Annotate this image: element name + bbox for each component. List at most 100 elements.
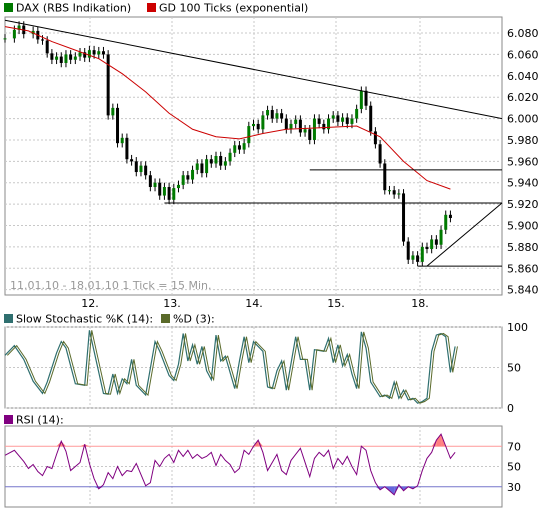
rsi-overbought-fill [61, 441, 66, 447]
candle-body [78, 52, 82, 57]
candle-body [289, 123, 293, 130]
candle-body [139, 165, 143, 173]
y-tick-label: 6.020 [507, 91, 539, 104]
candle-body [158, 182, 162, 196]
candle-body [350, 118, 354, 124]
candle-body [106, 54, 110, 116]
candle-body [50, 53, 54, 60]
legend-k: Slow Stochastic %K (14): [16, 313, 153, 326]
candle-body [280, 113, 284, 119]
candle-body [17, 25, 21, 30]
candle-body [416, 255, 420, 262]
candle-body [256, 123, 260, 130]
candle-body [148, 175, 152, 188]
candle-body [64, 54, 68, 63]
candle-body [448, 214, 452, 219]
y-tick-label: 0 [507, 402, 514, 415]
rsi-overbought-fill [80, 444, 85, 447]
candle-body [420, 246, 424, 262]
candle-body [378, 144, 382, 164]
candle-body [439, 229, 443, 245]
candle-body [209, 159, 213, 164]
candle-body [294, 119, 298, 124]
candle-body [373, 131, 377, 145]
y-tick-label: 5.880 [507, 241, 539, 254]
candle-body [312, 118, 316, 140]
candle-body [3, 38, 7, 40]
candle-body [308, 129, 312, 140]
y-tick-label: 5.960 [507, 155, 539, 168]
y-tick-label: 100 [507, 321, 528, 334]
x-tick-label: 18. [411, 297, 429, 310]
candle-body [130, 159, 134, 162]
candle-body [125, 137, 129, 160]
legend-swatch-ema [147, 3, 156, 12]
price-legend: DAX (RBS Indikation) GD 100 Ticks (expon… [4, 2, 308, 15]
candle-body [322, 123, 326, 130]
rsi-overbought-fill [436, 434, 442, 447]
candle-body [83, 52, 87, 58]
candle-body [261, 115, 265, 130]
x-tick-label: 12. [81, 297, 99, 310]
legend-swatch-rsi [4, 415, 13, 424]
legend-swatch-k [4, 314, 13, 323]
candle-body [120, 137, 124, 144]
candle-body [87, 50, 91, 58]
legend-d: %D (3): [173, 313, 215, 326]
stochastic-k-line [4, 330, 456, 404]
y-tick-label: 5.860 [507, 262, 539, 275]
y-tick-label: 50 [507, 461, 521, 474]
candle-body [195, 163, 199, 170]
candle-body [111, 107, 115, 116]
y-tick-label: 5.920 [507, 198, 539, 211]
y-tick-label: 6.040 [507, 70, 539, 83]
candle-body [434, 239, 438, 245]
x-tick-label: 14. [245, 297, 263, 310]
candle-body [134, 161, 138, 173]
candle-body [369, 105, 373, 132]
candle-body [252, 123, 255, 127]
candle-body [425, 246, 429, 250]
candle-body [336, 115, 340, 122]
candle-body [69, 54, 73, 60]
legend-swatch-dax [4, 3, 13, 12]
candle-body [181, 175, 185, 185]
stochastic-d-line [6, 330, 458, 404]
y-tick-label: 5.940 [507, 177, 539, 190]
y-tick-label: 6.060 [507, 48, 539, 61]
candle-body [359, 90, 363, 109]
candle-body [153, 182, 157, 188]
candle-body [92, 50, 96, 55]
candle-body [397, 193, 401, 195]
candle-body [228, 152, 232, 162]
candle-body [237, 145, 241, 150]
candle-body [101, 51, 105, 55]
candle-body [242, 143, 246, 150]
y-tick-label: 30 [507, 481, 521, 494]
trend-line [4, 19, 503, 120]
candle-body [430, 239, 434, 250]
candle-body [219, 156, 223, 166]
candle-body [172, 188, 176, 200]
y-tick-label: 50 [507, 362, 521, 375]
rsi-line [4, 433, 456, 496]
stochastic-legend: Slow Stochastic %K (14): %D (3): [4, 313, 215, 326]
legend-ema: GD 100 Ticks (exponential) [159, 2, 308, 15]
candle-body [233, 145, 237, 153]
candle-body [317, 118, 321, 124]
candle-body [411, 255, 415, 260]
y-tick-label: 6.000 [507, 113, 539, 126]
candle-body [97, 51, 101, 55]
rsi-oversold-fill [389, 486, 395, 495]
candle-body [176, 184, 180, 189]
y-tick-label: 70 [507, 440, 521, 453]
candle-body [214, 156, 218, 164]
candle-body [406, 241, 410, 260]
x-tick-label: 15. [327, 297, 345, 310]
time-range-caption: 11.01.10 - 18.01.10 1 Tick = 15 Min. [10, 279, 212, 292]
candle-body [327, 118, 331, 130]
candle-body [205, 159, 209, 174]
rsi-legend: RSI (14): [4, 414, 64, 427]
x-tick-label: 13. [163, 297, 181, 310]
